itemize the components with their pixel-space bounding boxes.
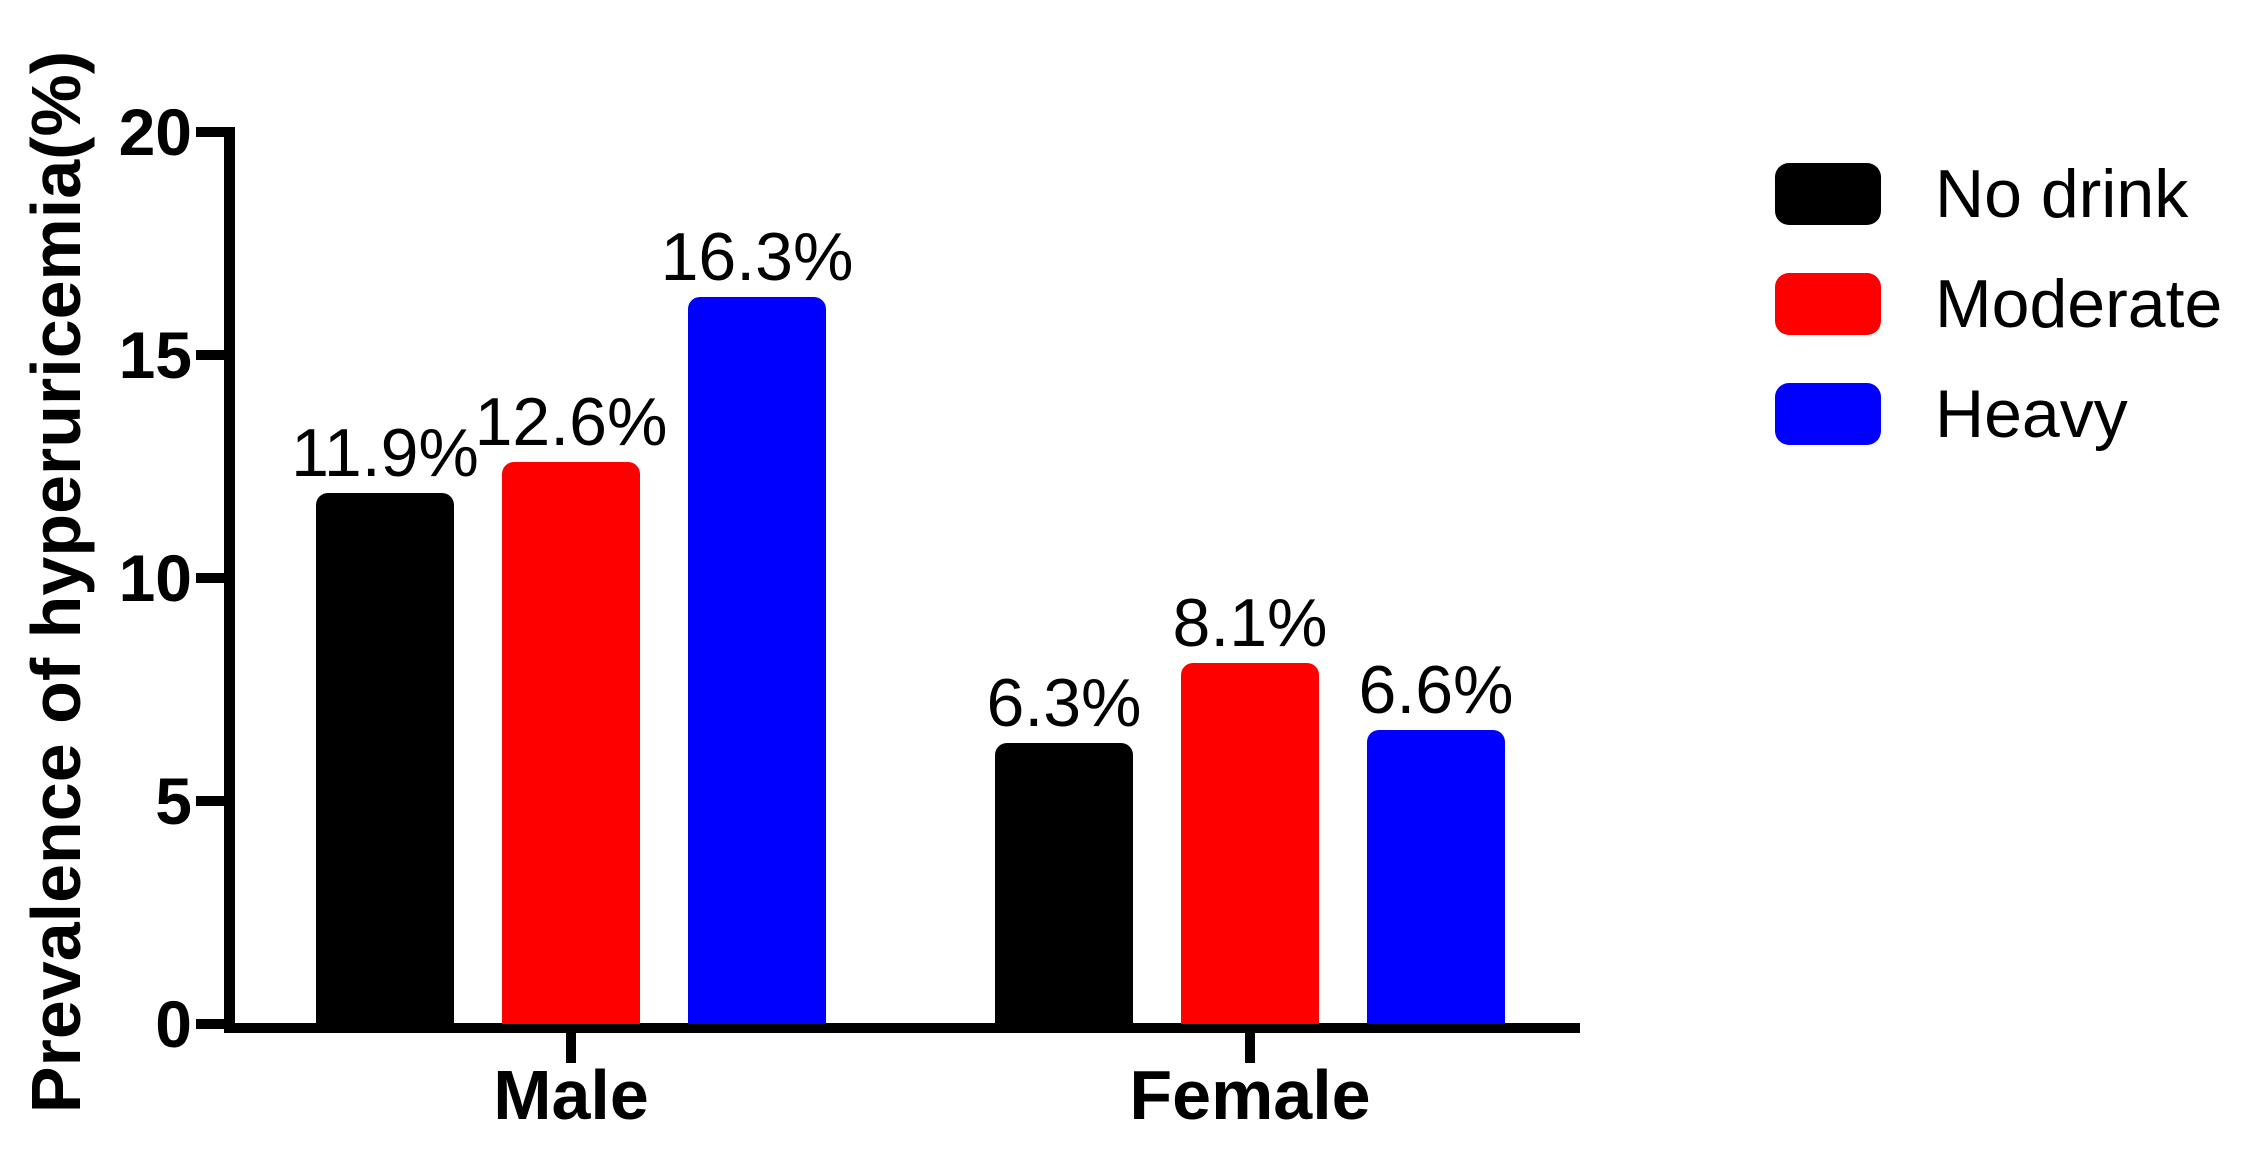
legend-swatch xyxy=(1775,273,1881,335)
bar-value-label: 8.1% xyxy=(1172,585,1328,661)
legend: No drink Moderate Heavy xyxy=(1775,156,2223,493)
y-tick-label: 15 xyxy=(118,318,192,392)
legend-label: No drink xyxy=(1935,156,2189,232)
x-axis-line xyxy=(224,1023,1580,1033)
bar xyxy=(316,493,454,1024)
bar-value-label: 6.3% xyxy=(986,665,1142,741)
legend-row: Heavy xyxy=(1775,376,2222,452)
group-tick xyxy=(566,1033,576,1063)
bar xyxy=(502,462,640,1024)
y-tick xyxy=(196,573,224,583)
legend-swatch xyxy=(1775,163,1881,225)
category-label: Female xyxy=(1129,1056,1371,1134)
group-tick xyxy=(1245,1033,1255,1063)
legend-label: Moderate xyxy=(1935,266,2223,342)
bar-value-label: 11.9% xyxy=(291,415,479,491)
category-label: Male xyxy=(493,1056,649,1134)
y-tick-label: 20 xyxy=(118,95,192,169)
legend-swatch xyxy=(1775,383,1881,445)
bar xyxy=(1367,730,1505,1024)
y-tick xyxy=(196,350,224,360)
y-tick-label: 10 xyxy=(118,541,192,615)
bar xyxy=(995,743,1133,1024)
bar-value-label: 16.3% xyxy=(660,219,854,295)
legend-row: Moderate xyxy=(1775,266,2223,342)
y-tick xyxy=(196,1019,224,1029)
bar-value-label: 12.6% xyxy=(474,384,668,460)
bar xyxy=(1181,663,1319,1024)
y-tick-label: 0 xyxy=(155,987,192,1061)
legend-label: Heavy xyxy=(1935,376,2128,452)
legend-row: No drink xyxy=(1775,156,2222,232)
y-tick xyxy=(196,796,224,806)
y-tick xyxy=(196,127,224,137)
y-tick-label: 5 xyxy=(155,764,192,838)
bar-value-label: 6.6% xyxy=(1358,652,1514,728)
y-axis-line xyxy=(224,127,235,1033)
bar xyxy=(688,297,826,1024)
